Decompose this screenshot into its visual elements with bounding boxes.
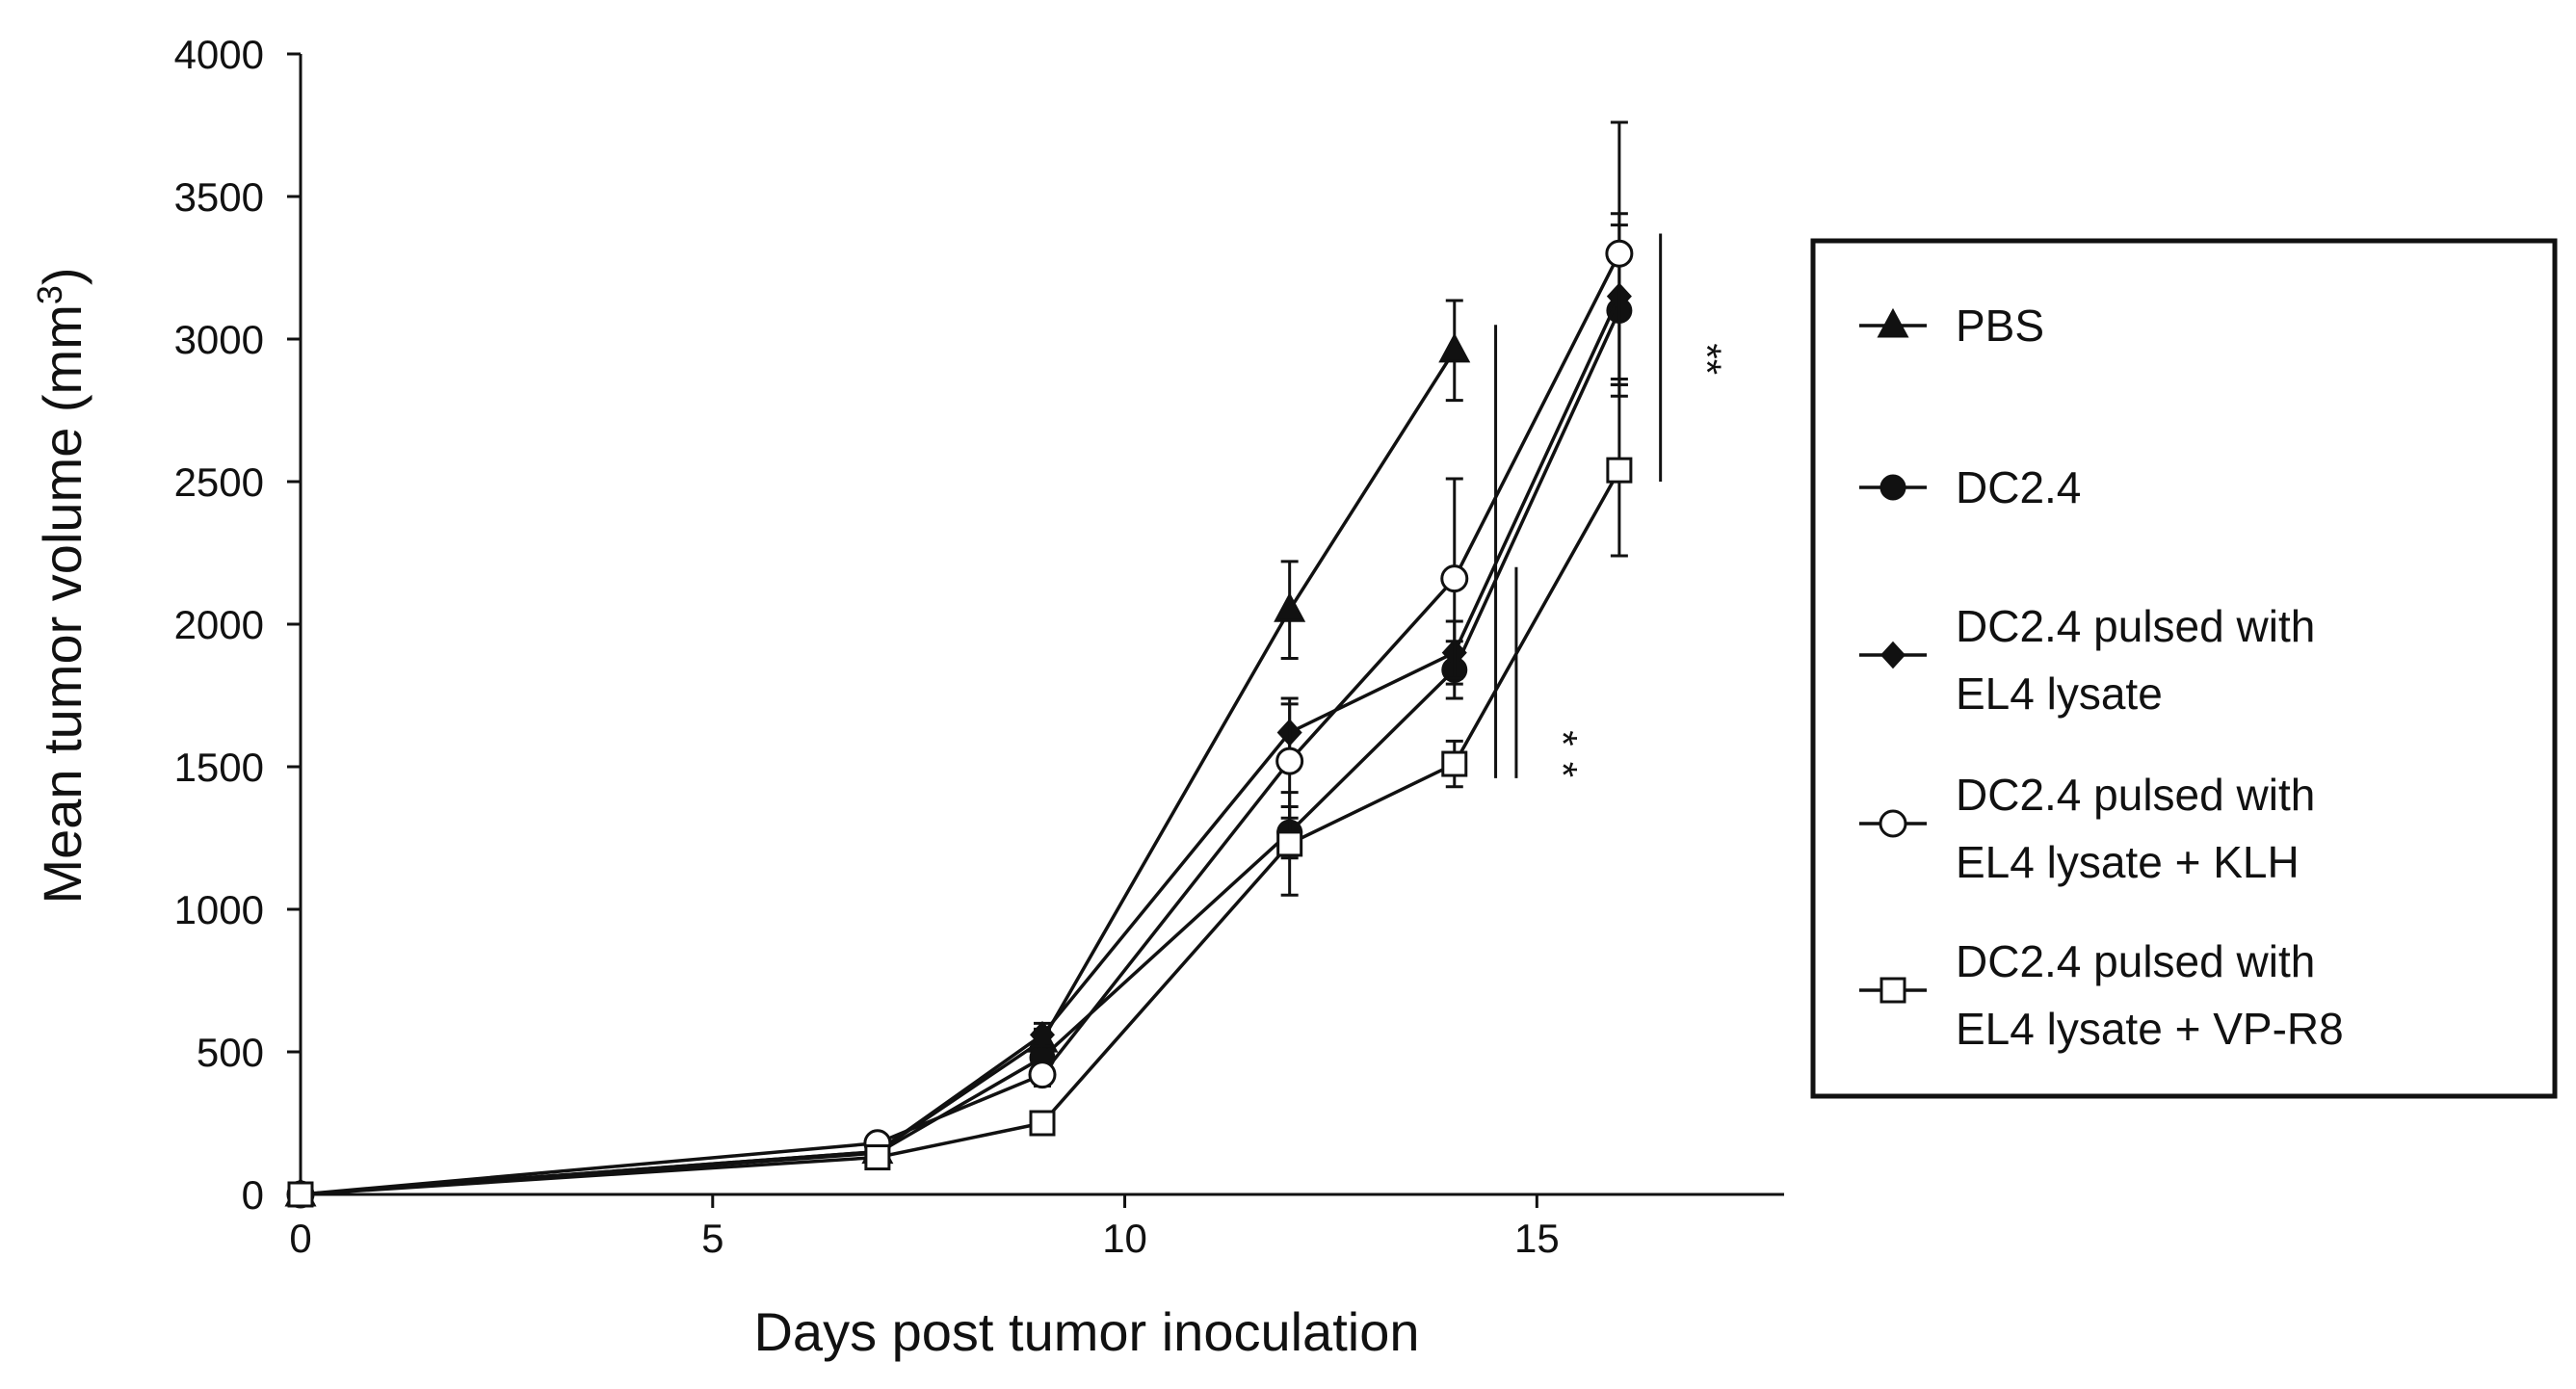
significance-annotations: **** — [1494, 233, 1730, 778]
x-tick-label: 5 — [701, 1216, 723, 1261]
x-tick-label: 10 — [1102, 1216, 1147, 1261]
legend-label-line: DC2.4 — [1956, 462, 2081, 512]
y-tick-label: 500 — [197, 1030, 264, 1075]
series-line — [300, 295, 1621, 1196]
data-point — [287, 1181, 314, 1208]
data-point — [1029, 1110, 1056, 1137]
legend-label: DC2.4 pulsed with EL4 lysate — [1956, 601, 2315, 719]
legend-marker — [1879, 641, 1906, 669]
y-axis-title: Mean tumor volume (mm3) — [30, 267, 92, 904]
legend-label-line: DC2.4 pulsed with — [1956, 601, 2315, 651]
legend-marker — [1879, 977, 1906, 1004]
axes: 0 500 1000 1500 2000 2500 3000 3500 4000 0 5 10 15 — [174, 32, 1784, 1261]
legend-label: DC2.4 pulsed with EL4 lysate + KLH — [1956, 770, 2315, 887]
series-line — [300, 469, 1621, 1196]
y-tick-label: 4000 — [174, 32, 264, 77]
y-tick-label: 2500 — [174, 459, 264, 505]
series-2 — [287, 223, 1633, 1208]
legend-marker — [1877, 307, 1909, 338]
data-point — [1274, 592, 1306, 622]
legend-label: DC2.4 — [1956, 462, 2081, 512]
x-tick-label: 15 — [1514, 1216, 1560, 1261]
legend-label-line: EL4 lysate + VP-R8 — [1956, 1004, 2344, 1054]
legend-label-line: EL4 lysate + KLH — [1956, 837, 2300, 887]
legend-item: DC2.4 — [1859, 462, 2081, 512]
data-point — [864, 1144, 891, 1171]
y-axis-title-main: Mean tumor volume (mm — [32, 304, 92, 904]
legend-box — [1810, 238, 2558, 1099]
data-point — [1605, 239, 1634, 268]
legend-label: PBS — [1956, 301, 2044, 351]
data-point — [1606, 457, 1633, 484]
legend-item: DC2.4 pulsed with EL4 lysate + KLH — [1859, 770, 2315, 887]
series-line — [300, 252, 1621, 1196]
x-tick-label: 0 — [289, 1216, 311, 1261]
y-tick-label: 2000 — [174, 602, 264, 647]
data-point — [1440, 564, 1469, 593]
data-point — [1438, 332, 1471, 363]
data-point — [1029, 1021, 1056, 1049]
legend-label-line: DC2.4 pulsed with — [1956, 770, 2315, 820]
y-tick-label: 0 — [242, 1172, 264, 1218]
y-tick-label: 1000 — [174, 887, 264, 932]
series-line — [300, 309, 1621, 1196]
data-point — [1275, 747, 1304, 775]
legend-label-line: PBS — [1956, 301, 2044, 351]
legend-label-line: DC2.4 pulsed with — [1956, 936, 2315, 986]
legend-item: DC2.4 pulsed with EL4 lysate + VP-R8 — [1859, 936, 2344, 1054]
y-tick-label: 1500 — [174, 745, 264, 790]
legend-marker — [1879, 809, 1907, 838]
legend-item: PBS — [1859, 301, 2044, 351]
y-axis-title-superscript: 3 — [30, 285, 69, 304]
legend-marker — [1879, 474, 1906, 501]
data-point — [1028, 1061, 1057, 1089]
legend-label: DC2.4 pulsed with EL4 lysate + VP-R8 — [1956, 936, 2344, 1054]
data-point — [1276, 830, 1303, 857]
series-layer — [284, 120, 1634, 1209]
data-point — [1441, 750, 1468, 777]
significance-label: * — [1540, 730, 1586, 746]
y-tick-label: 3000 — [174, 317, 264, 362]
y-axis-title-tail: ) — [32, 267, 92, 285]
legend-item: DC2.4 pulsed with EL4 lysate — [1859, 601, 2315, 719]
x-axis-title: Days post tumor inoculation — [753, 1301, 1419, 1362]
legend-label-line: EL4 lysate — [1956, 668, 2163, 719]
significance-label: * — [1540, 762, 1586, 777]
y-tick-label: 3500 — [174, 174, 264, 220]
series-3 — [287, 212, 1632, 1209]
series-5 — [287, 382, 1633, 1208]
significance-label: ** — [1685, 343, 1730, 375]
